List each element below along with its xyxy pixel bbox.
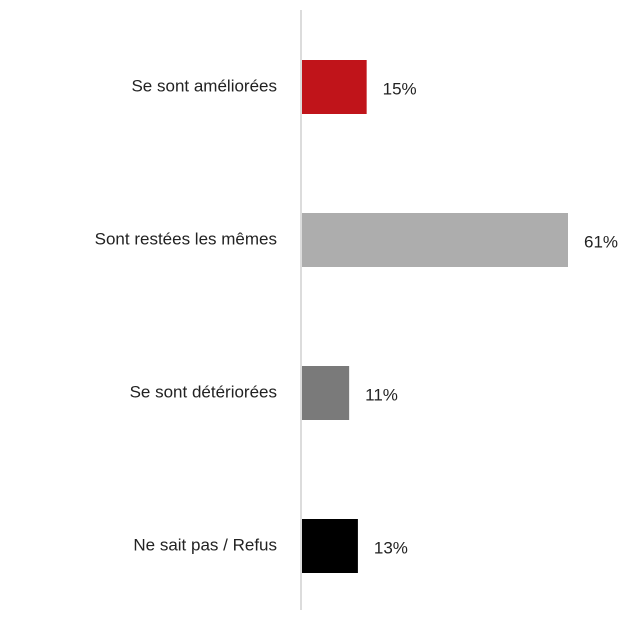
value-label: 13%	[374, 538, 408, 557]
category-label: Se sont améliorées	[131, 76, 277, 95]
bar	[302, 213, 568, 267]
value-label: 11%	[365, 385, 398, 404]
category-label: Sont restées les mêmes	[95, 229, 277, 248]
category-label: Se sont détériorées	[130, 382, 277, 401]
bar	[302, 519, 358, 573]
value-label: 15%	[383, 79, 417, 98]
value-label: 61%	[584, 232, 618, 251]
bar	[302, 366, 350, 420]
category-label: Ne sait pas / Refus	[133, 535, 277, 554]
bar	[302, 60, 367, 114]
